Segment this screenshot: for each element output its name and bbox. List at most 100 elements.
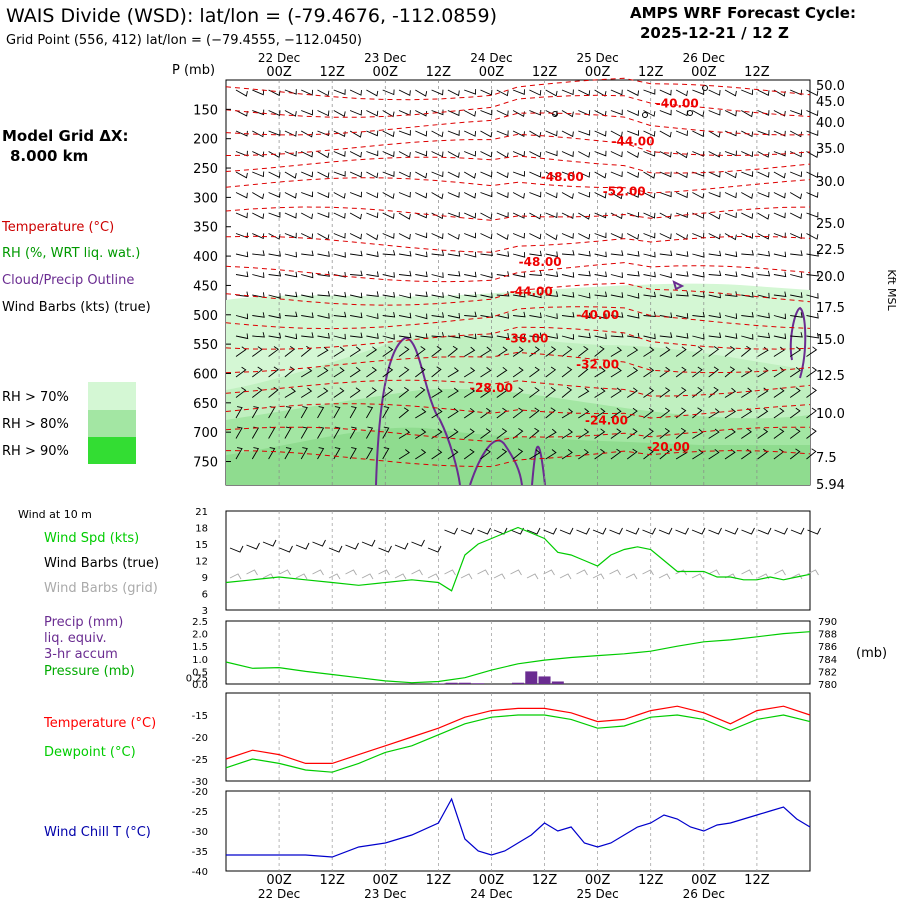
wind-barb [724,212,737,219]
pressure-ytick: 786 [818,642,837,653]
sfc-wind-barb-grid [642,569,654,576]
wind-barb [415,150,428,157]
wind-barb [398,387,410,398]
wind-barb [659,366,671,378]
wind-barb [268,212,281,218]
wind-barb [757,233,770,240]
wind-barb [464,232,477,239]
wind-barb [692,89,705,95]
wind-barb [366,171,379,179]
wind-barb [708,346,720,357]
p-tick-label: 150 [193,103,218,118]
p-tick-label: 450 [193,279,218,294]
wind-barb [252,312,265,318]
wind-barb [692,130,705,137]
wind-barb [708,151,721,158]
wind-barb [561,272,575,278]
wind-barb [627,192,640,198]
wind-barb [447,110,460,117]
wind-barb [398,212,411,220]
kft-tick-label: 40.0 [816,116,845,131]
wind-barb [545,313,558,319]
kft-tick-label: 15.0 [816,333,845,348]
wind-barb [317,192,330,199]
wind-barb [806,192,819,198]
sfc-wind-barb-grid [361,573,374,580]
rh90-swatch [88,437,136,464]
wind-barb [366,447,374,460]
kft-tick-label: 50.0 [816,79,845,94]
wind-barb [349,151,362,158]
wind-barb [415,366,426,378]
kft-axis-label: Kft MSL [885,269,898,311]
temperature-contour-label: -36.00 [505,331,548,345]
wind-barb [578,250,591,257]
kft-tick-label: 45.0 [816,95,845,110]
wind-barb [675,449,688,460]
wind-barb [350,332,363,339]
wind-barb [692,271,705,278]
wind-barb [708,109,721,116]
wind-barb [741,151,754,158]
panel-ytick: 12 [195,557,208,568]
wind-barb [724,428,736,439]
temperature-contour [225,206,811,221]
wind-barb [741,334,754,340]
wind-barb [643,448,654,460]
wind-barb [708,292,721,299]
wind-barb [561,428,573,439]
wind-barb [789,387,801,398]
wind-barb [578,346,589,357]
wind-barb [317,212,330,218]
sfc-wind-barb-grid [328,573,341,580]
wind-barb [773,232,786,239]
wind-barb [594,171,607,179]
wind-barb [773,346,785,357]
kft-tick-label: 35.0 [816,142,845,157]
wind-barb [806,130,819,136]
wind-barb [529,212,542,220]
wind-barb [366,406,374,419]
wind-barb [806,332,819,339]
wind-barb [398,428,411,439]
wind-barb [496,428,508,439]
wind-barb [806,151,819,158]
wind-barb [741,233,754,239]
wind-barb [268,386,279,398]
wind-barb [447,312,461,319]
sfc-wind-barb-grid [493,573,506,580]
sfc-wind-barb-grid [394,573,407,580]
temperature-contour [225,155,811,174]
temperature-contour [225,77,811,101]
wind-barb [235,150,248,157]
temperature-contour-label: -28.00 [470,381,513,395]
wind-barb [610,312,624,318]
kft-tick-label: 22.5 [816,243,845,258]
wind-barb [659,312,673,318]
temperature-contour [225,282,811,306]
kft-tick-label: 17.5 [816,301,845,316]
wind-barb [382,233,395,239]
wind-barb [626,151,640,158]
windchill-label: Wind Chill T (°C) [44,825,151,840]
wind-barb [447,448,459,460]
wind-barb [545,212,558,219]
wind-barb [301,272,314,279]
wind-barb [480,151,493,158]
wind-barb [610,89,623,96]
wind-barb [561,346,573,357]
wind-barb [496,171,509,179]
wind-barb [268,130,281,136]
wind-barb [790,292,803,298]
wind-barb [398,171,411,178]
wind-barb [806,89,819,97]
wind-barb [268,151,281,158]
wind-barb [643,333,656,340]
wind-barb [675,212,688,218]
wind-barb [757,428,769,439]
wind-barb [610,192,623,200]
wind-barb [349,406,357,419]
wind-barb [431,366,442,378]
wind-barb [496,387,508,398]
wind-barb [692,428,704,439]
